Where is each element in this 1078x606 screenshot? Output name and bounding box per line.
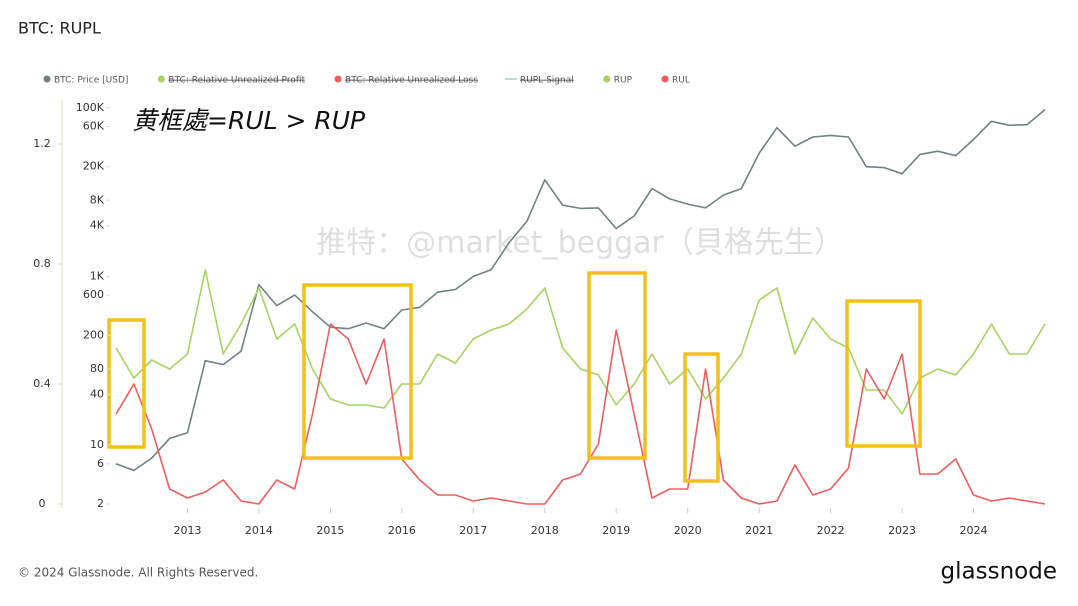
y2-tick-label: 600 (83, 288, 104, 301)
x-tick-label: 2020 (674, 524, 702, 537)
series-line (115, 323, 1046, 505)
legend-swatch (603, 75, 611, 83)
x-tick-label: 2013 (173, 524, 201, 537)
highlight-box (587, 271, 647, 460)
chart-title: BTC: RUPL (18, 19, 101, 38)
y2-tick-label: 20K (83, 160, 105, 173)
legend-label: BTC: Relative Unrealized Profit (168, 76, 305, 86)
y-tick-label: 0.8 (33, 257, 51, 270)
legend-label: RUPL Signal (520, 76, 574, 86)
x-tick-label: 2018 (531, 524, 559, 537)
legend-swatch (157, 75, 165, 83)
y2-tick-label: 40 (90, 387, 104, 400)
x-tick-label: 2016 (388, 524, 416, 537)
y-tick-label: 0 (39, 497, 46, 510)
y-tick-label: 0.4 (33, 377, 51, 390)
highlight-box (302, 283, 413, 460)
y2-tick-label: 6 (97, 457, 104, 470)
y2-tick-label: 1K (90, 269, 105, 282)
x-tick-label: 2023 (888, 524, 916, 537)
y2-tick-label: 8K (90, 193, 105, 206)
legend-swatch (43, 75, 51, 83)
legend-swatch (661, 75, 669, 83)
legend-label: RUL (672, 76, 690, 86)
copyright: © 2024 Glassnode. All Rights Reserved. (18, 566, 258, 580)
y2-tick-label: 80 (90, 362, 104, 375)
highlight-box (683, 352, 720, 483)
y2-tick-label: 4K (90, 219, 105, 232)
legend-swatch (334, 75, 342, 83)
y2-tick-label: 2 (97, 497, 104, 510)
y2-tick-label: 200 (83, 328, 104, 341)
x-tick-label: 2022 (817, 524, 845, 537)
series-line (115, 269, 1046, 415)
x-tick-label: 2019 (602, 524, 630, 537)
x-tick-label: 2024 (960, 524, 988, 537)
highlight-boxes (107, 271, 922, 483)
series-line (115, 108, 1046, 472)
x-tick-label: 2021 (745, 524, 773, 537)
x-tick-label: 2017 (459, 524, 487, 537)
legend-label: BTC: Relative Unrealized Loss (345, 76, 478, 86)
highlight-box (845, 299, 922, 448)
legend-label: RUP (614, 76, 633, 86)
y-tick-label: 1.2 (33, 137, 51, 150)
watermark: 推特：@market_beggar（貝格先生） (316, 226, 844, 261)
annotation: 黄框處=RUL > RUP (132, 106, 366, 135)
x-tick-label: 2014 (245, 524, 273, 537)
highlight-box (107, 318, 146, 449)
y2-tick-label: 60K (83, 119, 105, 132)
y2-tick-label: 100K (76, 101, 105, 114)
brand-logo: glassnode (941, 559, 1057, 585)
x-tick-label: 2015 (316, 524, 344, 537)
y2-tick-label: 10 (90, 438, 104, 451)
legend-label: BTC: Price [USD] (54, 76, 128, 86)
